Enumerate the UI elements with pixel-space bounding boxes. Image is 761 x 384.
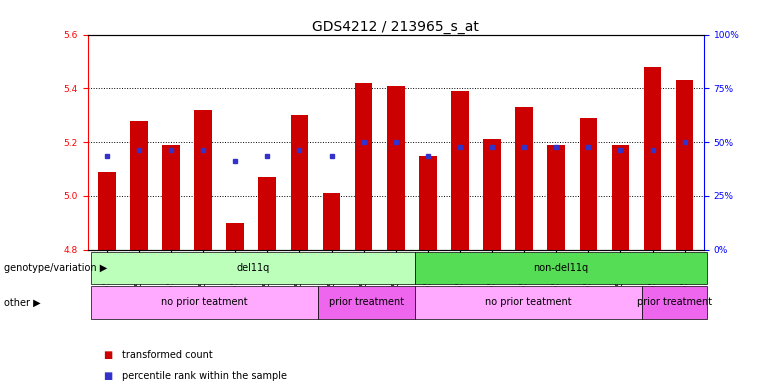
Bar xyxy=(451,91,469,250)
Bar xyxy=(483,139,501,250)
Text: ■: ■ xyxy=(103,350,112,360)
Text: genotype/variation ▶: genotype/variation ▶ xyxy=(4,263,107,273)
Text: prior treatment: prior treatment xyxy=(637,297,712,308)
Bar xyxy=(323,193,340,250)
Bar xyxy=(130,121,148,250)
Text: transformed count: transformed count xyxy=(122,350,212,360)
Bar xyxy=(162,145,180,250)
Bar xyxy=(515,107,533,250)
Bar xyxy=(676,80,693,250)
Bar xyxy=(387,86,405,250)
Text: no prior teatment: no prior teatment xyxy=(486,297,572,308)
Bar xyxy=(291,115,308,250)
Bar xyxy=(355,83,372,250)
Text: del11q: del11q xyxy=(237,263,269,273)
Bar xyxy=(419,156,437,250)
Bar xyxy=(194,110,212,250)
Bar xyxy=(98,172,116,250)
Bar xyxy=(580,118,597,250)
Text: percentile rank within the sample: percentile rank within the sample xyxy=(122,371,287,381)
Bar xyxy=(259,177,276,250)
Bar xyxy=(547,145,565,250)
Text: prior treatment: prior treatment xyxy=(329,297,404,308)
Text: non-del11q: non-del11q xyxy=(533,263,589,273)
Bar xyxy=(226,223,244,250)
Bar xyxy=(644,67,661,250)
Title: GDS4212 / 213965_s_at: GDS4212 / 213965_s_at xyxy=(312,20,479,33)
Text: no prior teatment: no prior teatment xyxy=(161,297,247,308)
Text: other ▶: other ▶ xyxy=(4,297,40,308)
Bar xyxy=(612,145,629,250)
Text: ■: ■ xyxy=(103,371,112,381)
